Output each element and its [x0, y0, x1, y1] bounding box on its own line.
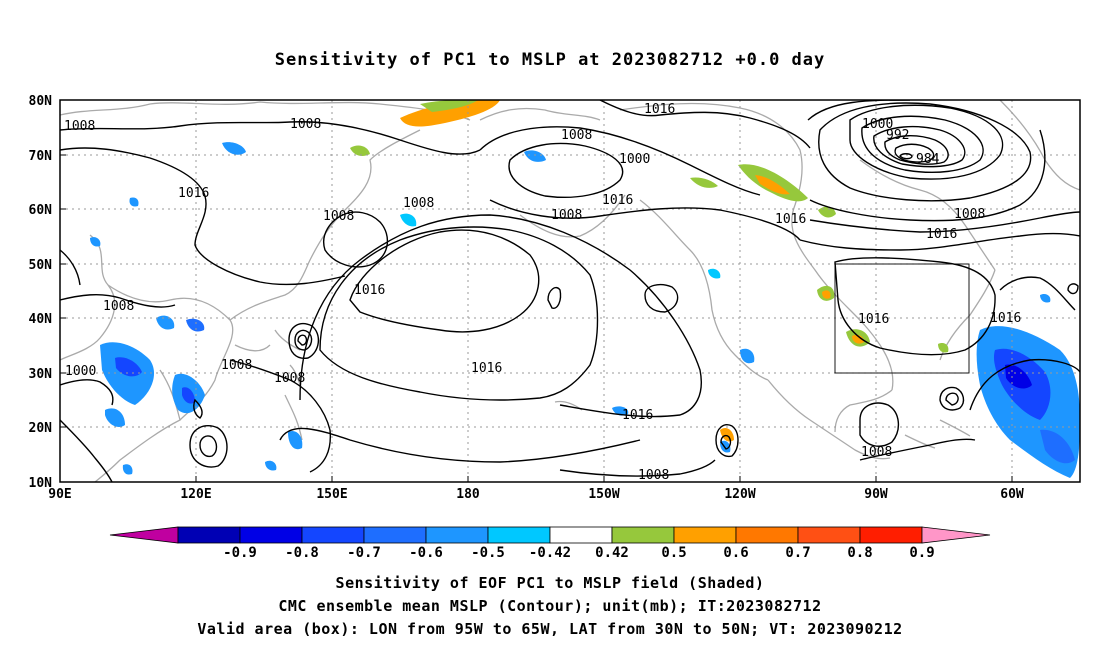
colorbar-tick-label: -0.7	[347, 545, 381, 561]
contour-label: 1016	[775, 212, 806, 227]
lon-label: 150W	[588, 487, 619, 502]
mslp-contours	[60, 100, 1080, 482]
caption-shading: Sensitivity of EOF PC1 to MSLP field (Sh…	[335, 574, 765, 592]
lat-label: 80N	[29, 94, 53, 109]
lon-label: 90E	[48, 487, 71, 502]
contour-label: 1008	[274, 371, 305, 386]
colorbar-min-arrow	[109, 526, 179, 544]
colorbar-swatch	[425, 526, 489, 544]
lat-label: 30N	[29, 367, 53, 382]
contour-label: 984	[916, 152, 940, 167]
lat-label: 20N	[29, 421, 53, 436]
colorbar-tick-label: -0.42	[529, 545, 571, 561]
map-figure: 1008 1008 1016 1008 1008 1008 1000 1016 …	[29, 94, 1081, 561]
caption-contour: CMC ensemble mean MSLP (Contour); unit(m…	[278, 597, 822, 615]
map-panel	[60, 100, 1080, 482]
chart-title: Sensitivity of PC1 to MSLP at 2023082712…	[274, 50, 826, 70]
contour-label: 1016	[926, 227, 957, 242]
lon-label: 120W	[724, 487, 755, 502]
contour-label: 1008	[64, 119, 95, 134]
colorbar: -0.9 -0.8 -0.7 -0.6 -0.5 -0.42 0.42 0.5 0.6 0.7 0.…	[109, 526, 991, 561]
contour-label: 992	[886, 128, 909, 143]
contour-label: 1008	[323, 209, 354, 224]
contour-label: 1016	[622, 408, 653, 423]
contour-label: 1008	[403, 196, 434, 211]
colorbar-swatch	[239, 526, 303, 544]
lat-label: 40N	[29, 312, 53, 327]
colorbar-swatch	[487, 526, 551, 544]
contour-label: 1008	[861, 445, 892, 460]
contour-label: 1008	[221, 358, 252, 373]
colorbar-max-arrow	[921, 526, 991, 544]
colorbar-swatch	[549, 526, 613, 544]
lat-label: 10N	[29, 476, 53, 491]
contour-label: 1000	[65, 364, 96, 379]
graticule	[60, 100, 1080, 482]
contour-label: 1008	[551, 208, 582, 223]
colorbar-swatch	[611, 526, 675, 544]
colorbar-tick-label: -0.9	[223, 545, 257, 561]
colorbar-tick-label: 0.42	[595, 545, 629, 561]
colorbar-tick-label: -0.8	[285, 545, 319, 561]
colorbar-swatch	[797, 526, 861, 544]
contour-label: 1016	[354, 283, 385, 298]
axis-ticks	[60, 99, 1013, 483]
contour-label: 1000	[619, 152, 650, 167]
colorbar-swatch	[363, 526, 427, 544]
colorbar-swatch	[673, 526, 737, 544]
lat-label: 60N	[29, 203, 53, 218]
lat-label: 70N	[29, 149, 53, 164]
map-frame	[59, 99, 1081, 483]
contour-label: 1016	[644, 102, 675, 117]
colorbar-swatch	[859, 526, 923, 544]
lon-label: 90W	[864, 487, 888, 502]
lat-label: 50N	[29, 258, 53, 273]
contour-label: 1016	[178, 186, 209, 201]
contour-label: 1016	[858, 312, 889, 327]
colorbar-tick-label: 0.8	[847, 545, 872, 561]
colorbar-tick-label: 0.7	[785, 545, 810, 561]
colorbar-swatch	[177, 526, 241, 544]
contour-label: 1008	[638, 468, 669, 483]
colorbar-tick-label: 0.6	[723, 545, 748, 561]
valid-area-box	[834, 263, 970, 374]
contour-label: 1008	[561, 128, 592, 143]
colorbar-swatch	[301, 526, 365, 544]
colorbar-tick-label: -0.5	[471, 545, 505, 561]
contour-label: 1016	[602, 193, 633, 208]
colorbar-swatch	[735, 526, 799, 544]
sensitivity-shading	[90, 100, 1080, 478]
contour-label: 1016	[471, 361, 502, 376]
contour-label: 1016	[990, 311, 1021, 326]
contour-label: 1000	[862, 117, 893, 132]
contour-label: 1008	[954, 207, 985, 222]
coastlines	[60, 100, 1080, 482]
contour-label: 1008	[103, 299, 134, 314]
colorbar-tick-label: 0.5	[661, 545, 686, 561]
caption-valid-area: Valid area (box): LON from 95W to 65W, L…	[197, 620, 903, 638]
lon-label: 120E	[180, 487, 211, 502]
lon-label: 60W	[1000, 487, 1024, 502]
colorbar-tick-label: -0.6	[409, 545, 443, 561]
lon-label: 150E	[316, 487, 347, 502]
lon-label: 180	[456, 487, 480, 502]
colorbar-tick-label: 0.9	[909, 545, 934, 561]
contour-label: 1008	[290, 117, 321, 132]
